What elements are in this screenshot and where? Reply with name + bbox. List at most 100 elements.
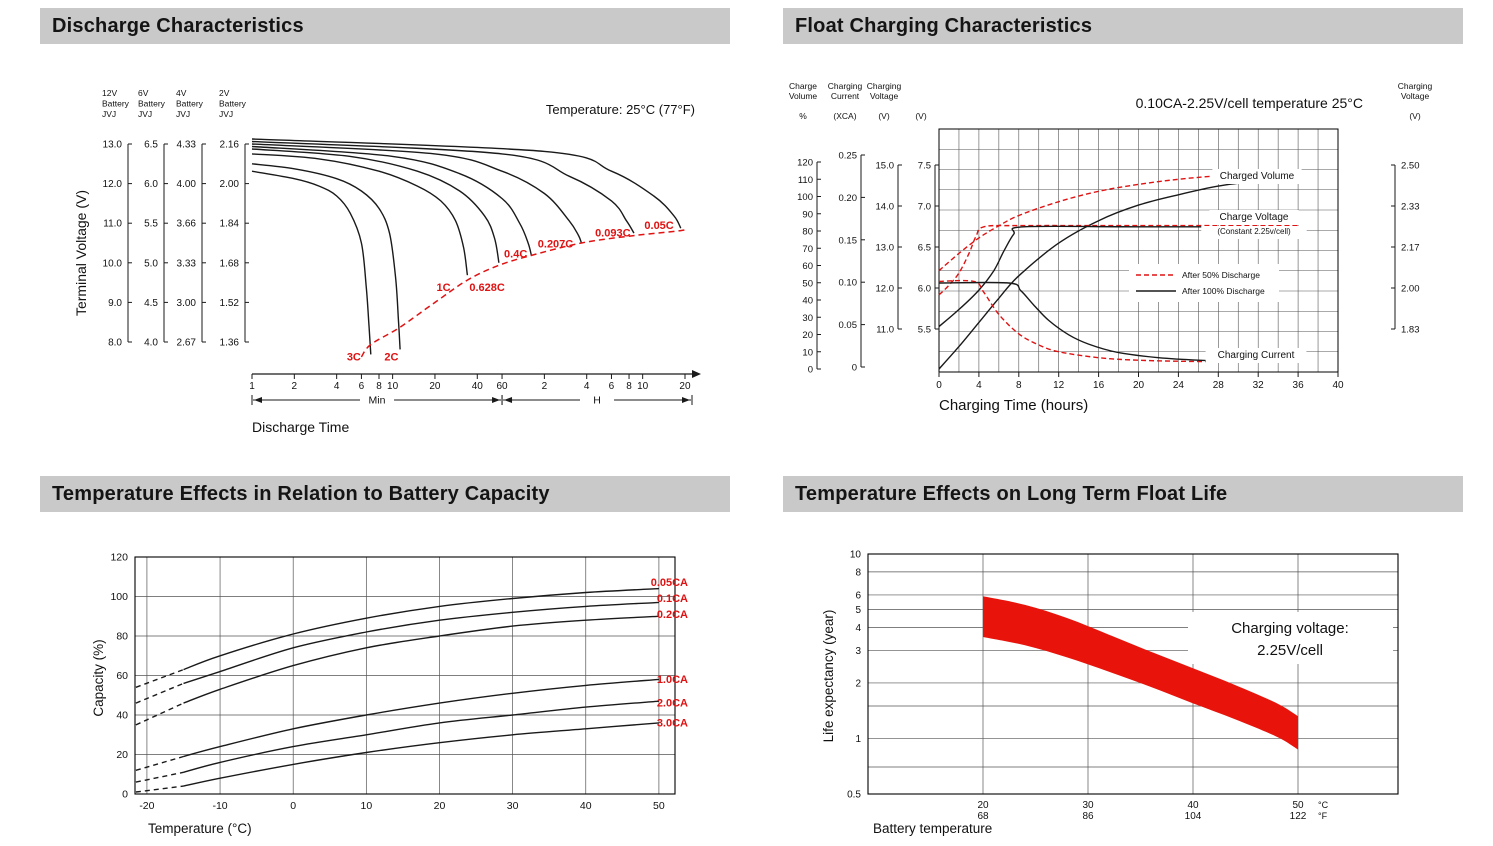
svg-text:2: 2 — [542, 381, 548, 392]
svg-text:Temperature (°C): Temperature (°C) — [148, 821, 252, 836]
svg-text:1: 1 — [249, 381, 255, 392]
svg-text:0.15: 0.15 — [839, 235, 858, 246]
svg-text:1.36: 1.36 — [220, 338, 240, 349]
svg-text:6: 6 — [855, 590, 861, 601]
svg-text:14.0: 14.0 — [876, 202, 895, 213]
svg-text:122: 122 — [1290, 811, 1307, 822]
panel-discharge-characteristics: Discharge Characteristics 12V Battery JVJ 1… — [40, 8, 730, 438]
svg-text:2.50: 2.50 — [1401, 161, 1420, 172]
svg-text:110: 110 — [798, 175, 813, 186]
svg-text:JVJ: JVJ — [102, 109, 116, 119]
svg-text:11.0: 11.0 — [103, 219, 122, 230]
svg-text:5.5: 5.5 — [918, 325, 931, 336]
svg-text:28: 28 — [1213, 380, 1225, 391]
series-1C — [251, 153, 469, 276]
svg-text:2.0CA: 2.0CA — [657, 698, 688, 710]
svg-text:Life expectancy (year): Life expectancy (year) — [821, 610, 836, 743]
svg-text:12: 12 — [1053, 380, 1065, 391]
svg-text:10: 10 — [637, 381, 649, 392]
series-2.0CA — [183, 700, 659, 773]
svg-text:After 50% Discharge: After 50% Discharge — [1182, 270, 1260, 280]
svg-text:0.10CA-2.25V/cell temperature: 0.10CA-2.25V/cell temperature 25°C — [1136, 95, 1363, 111]
svg-text:H: H — [593, 395, 601, 407]
series-0.4C — [251, 145, 533, 256]
svg-text:100: 100 — [110, 591, 128, 603]
labels: Charging voltage: 2.25V/cell — [1188, 612, 1393, 664]
svg-text:2: 2 — [292, 381, 298, 392]
labels: 0.05CA 0.1CA 0.2CA 1.0CA 2.0CA 3.0CA — [651, 577, 688, 729]
svg-text:0.10: 0.10 — [839, 278, 858, 289]
svg-text:1.68: 1.68 — [220, 258, 240, 269]
svg-text:20: 20 — [434, 800, 446, 812]
svg-text:68: 68 — [977, 811, 989, 822]
svg-text:4: 4 — [334, 381, 340, 392]
svg-text:0.093C: 0.093C — [595, 228, 631, 240]
svg-text:Battery: Battery — [138, 99, 166, 109]
svg-text:6V: 6V — [138, 88, 149, 98]
svg-text:Charge Voltage: Charge Voltage — [1220, 212, 1289, 223]
svg-text:40: 40 — [472, 381, 484, 392]
svg-text:8: 8 — [855, 567, 861, 578]
svg-text:4.33: 4.33 — [177, 140, 197, 151]
svg-text:24: 24 — [1173, 380, 1185, 391]
svg-text:120: 120 — [110, 552, 128, 564]
svg-text:4.5: 4.5 — [144, 298, 158, 309]
svg-text:2V: 2V — [219, 88, 230, 98]
svg-text:0.20: 0.20 — [839, 193, 858, 204]
series-0.05CA — [183, 587, 659, 671]
svg-text:(Constant 2.25v/cell): (Constant 2.25v/cell) — [1217, 227, 1291, 236]
series-charging_current_after_100 — [938, 281, 1299, 363]
svg-text:20: 20 — [802, 330, 813, 341]
svg-text:2C: 2C — [384, 351, 398, 363]
svg-text:0: 0 — [852, 363, 857, 374]
svg-text:11.0: 11.0 — [876, 325, 894, 336]
labels: 3C 2C 1C 0.628C 0.4C 0.207C 0.093C 0.05C — [347, 220, 674, 363]
series-0.1CA — [183, 601, 659, 685]
svg-text:6: 6 — [609, 381, 615, 392]
svg-text:4.00: 4.00 — [177, 179, 197, 190]
svg-text:6.0: 6.0 — [144, 179, 158, 190]
svg-text:(V): (V) — [915, 111, 927, 121]
series-3.0CA-extrapolated — [135, 785, 184, 793]
svg-text:Charging voltage:: Charging voltage: — [1231, 620, 1349, 637]
svg-text:5.5: 5.5 — [144, 219, 158, 230]
series-charge_voltage_after_100 — [938, 225, 1299, 328]
svg-text:2.67: 2.67 — [177, 338, 197, 349]
svg-text:Min: Min — [369, 395, 386, 407]
svg-text:Battery: Battery — [102, 99, 130, 109]
svg-text:0.25: 0.25 — [839, 151, 858, 162]
annotation-box — [1188, 612, 1393, 664]
svg-text:1: 1 — [855, 734, 861, 745]
svg-text:4.0: 4.0 — [144, 338, 158, 349]
axes: ChargeVolume%120110100908070605040302010… — [789, 81, 1433, 414]
svg-text:Battery: Battery — [219, 99, 247, 109]
svg-text:10: 10 — [387, 381, 399, 392]
svg-text:1.52: 1.52 — [220, 298, 240, 309]
svg-text:80: 80 — [802, 227, 813, 238]
svg-text:36: 36 — [1293, 380, 1305, 391]
svg-text:Battery: Battery — [176, 99, 204, 109]
grid — [867, 553, 1399, 795]
svg-text:2.16: 2.16 — [220, 140, 240, 151]
svg-text:8: 8 — [1016, 380, 1022, 391]
svg-text:40: 40 — [1187, 800, 1199, 811]
svg-text:2.00: 2.00 — [220, 179, 240, 190]
svg-text:13.0: 13.0 — [876, 243, 895, 254]
svg-text:7.0: 7.0 — [918, 202, 931, 213]
svg-text:Charging Time (hours): Charging Time (hours) — [939, 397, 1088, 414]
series — [135, 587, 659, 793]
svg-text:Charging: Charging — [1398, 81, 1433, 91]
section-title-discharge: Discharge Characteristics — [40, 8, 730, 44]
axes: 0 20 40 60 80 100 120 -20 -10 0 10 20 30 40 50 Capacity… — [91, 552, 665, 837]
svg-text:Temperature: 25°C (77°F): Temperature: 25°C (77°F) — [546, 102, 695, 117]
svg-text:0.207C: 0.207C — [538, 239, 574, 251]
series-0.05C — [251, 138, 682, 229]
svg-text:8: 8 — [376, 381, 382, 392]
svg-text:Battery temperature: Battery temperature — [873, 821, 992, 836]
svg-text:40: 40 — [1332, 380, 1344, 391]
series-0.2CA-extrapolated — [135, 702, 184, 726]
svg-text:20: 20 — [977, 800, 989, 811]
svg-text:13.0: 13.0 — [103, 140, 123, 151]
svg-text:0: 0 — [808, 365, 813, 376]
